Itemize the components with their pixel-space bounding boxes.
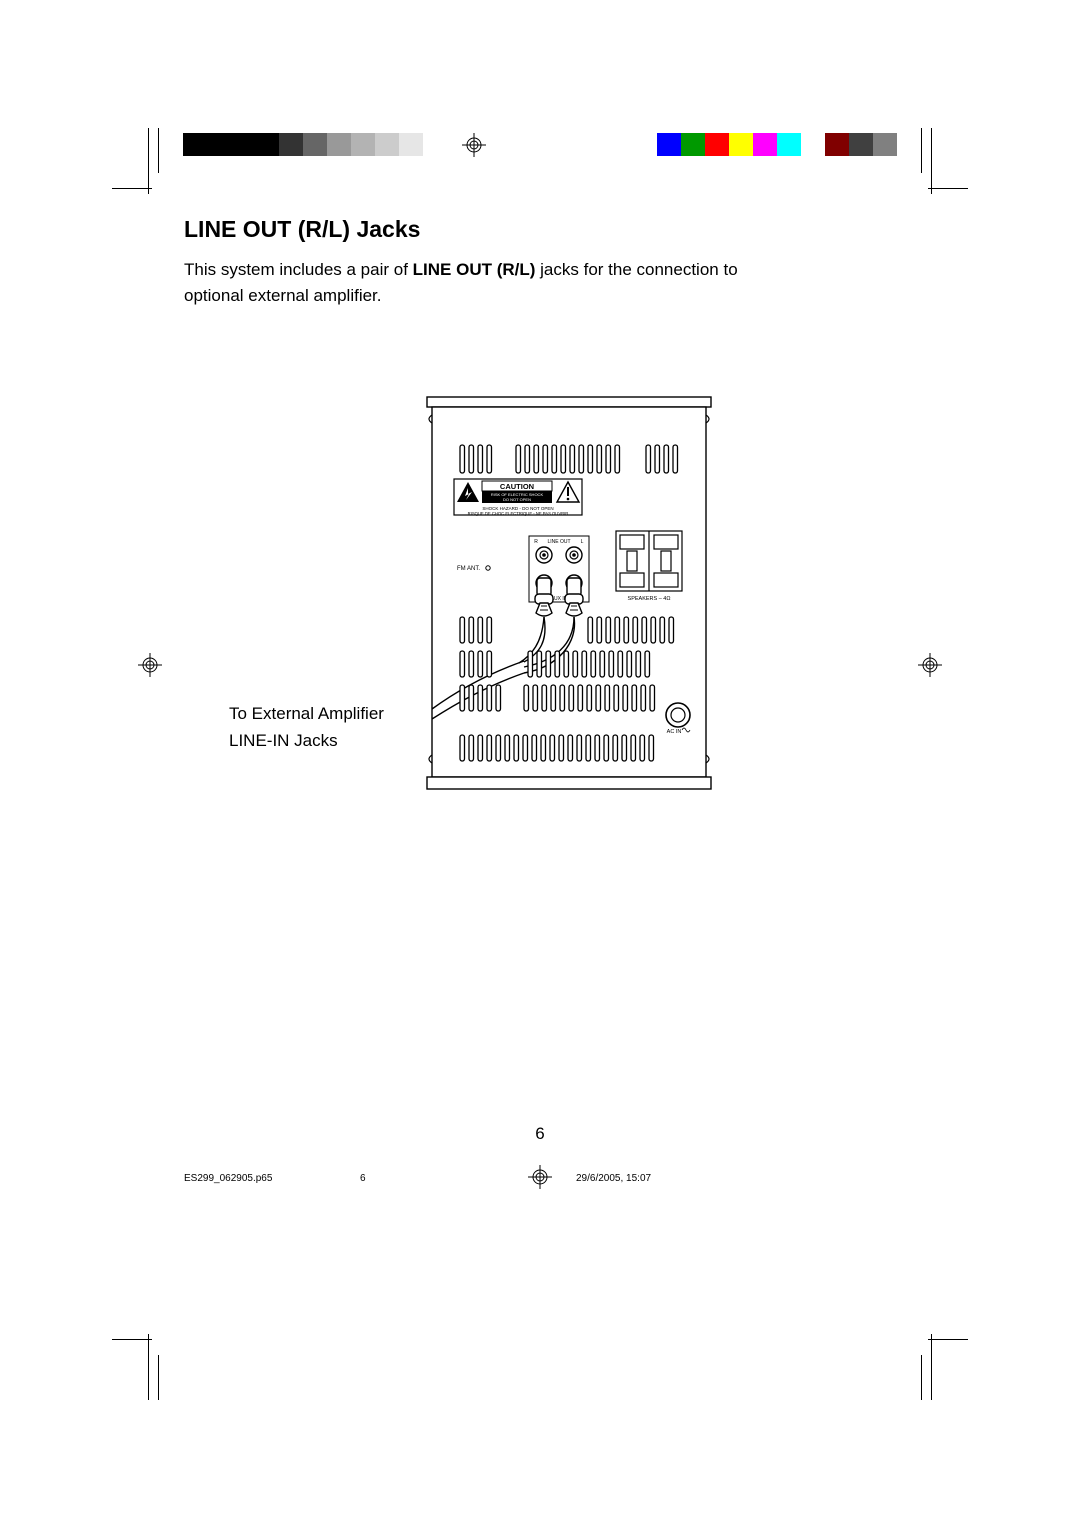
swatch [753,133,777,156]
swatch [303,133,327,156]
speakers-label: SPEAKERS – 4Ω [628,596,671,602]
r-label: R [630,524,635,530]
swatch [183,133,207,156]
swatch [255,133,279,156]
registration-mark-icon [462,133,486,157]
l-label: L [581,539,584,545]
crop-mark [921,1355,922,1400]
swatch [777,133,801,156]
swatch [705,133,729,156]
swatch [327,133,351,156]
swatch [801,133,825,156]
body-text-pre: This system includes a pair of [184,260,413,279]
footer-page: 6 [360,1173,366,1184]
swatch [231,133,255,156]
crop-mark [158,128,159,173]
caution-label: CAUTION [500,482,534,491]
swatch [729,133,753,156]
grayscale-calibration-bar [183,133,423,156]
device-rear-panel-diagram: CAUTION RISK OF ELECTRIC SHOCK DO NOT OP… [424,395,714,795]
page-number: 6 [535,1124,544,1144]
section-title: LINE OUT (R/L) Jacks [184,216,784,243]
crop-mark [112,1339,152,1340]
acin-label: AC IN [667,729,682,735]
diagram-caption: To External Amplifier LINE-IN Jacks [229,700,384,754]
page: LINE OUT (R/L) Jacks This system include… [0,0,1080,1528]
registration-mark-icon [918,653,942,677]
svg-text:+: + [684,541,688,547]
crop-mark [921,128,922,173]
crop-mark [928,1339,968,1340]
lineout-label: LINE OUT [547,539,570,545]
registration-mark-icon [138,653,162,677]
crop-mark [928,188,968,189]
crop-mark [931,1334,932,1400]
fm-ant-label: FM ANT. [457,566,480,572]
diagram-caption-line2: LINE-IN Jacks [229,727,384,754]
swatch [681,133,705,156]
body-text-bold: LINE OUT (R/L) [413,260,536,279]
caution-sub2: DO NOT OPEN [503,497,531,502]
color-calibration-bar [657,133,897,156]
content-area: LINE OUT (R/L) Jacks This system include… [184,216,784,308]
body-paragraph: This system includes a pair of LINE OUT … [184,257,784,308]
crop-mark [931,128,932,194]
swatch [375,133,399,156]
shock-line2: RISQUE DE CHOC ELECTRIQUE - NE PAS OUVRI… [468,511,569,516]
registration-mark-icon [528,1165,552,1189]
swatch [279,133,303,156]
crop-mark [148,1334,149,1400]
swatch [825,133,849,156]
swatch [399,133,423,156]
crop-mark [158,1355,159,1400]
diagram-caption-line1: To External Amplifier [229,700,384,727]
swatch [207,133,231,156]
crop-mark [148,128,149,194]
swatch [849,133,873,156]
footer-timestamp: 29/6/2005, 15:07 [576,1173,651,1184]
svg-text:+: + [611,541,615,547]
r-label: R [534,539,538,545]
swatch [657,133,681,156]
swatch [351,133,375,156]
crop-mark [112,188,152,189]
swatch [873,133,897,156]
footer-filename: ES299_062905.p65 [184,1173,272,1184]
